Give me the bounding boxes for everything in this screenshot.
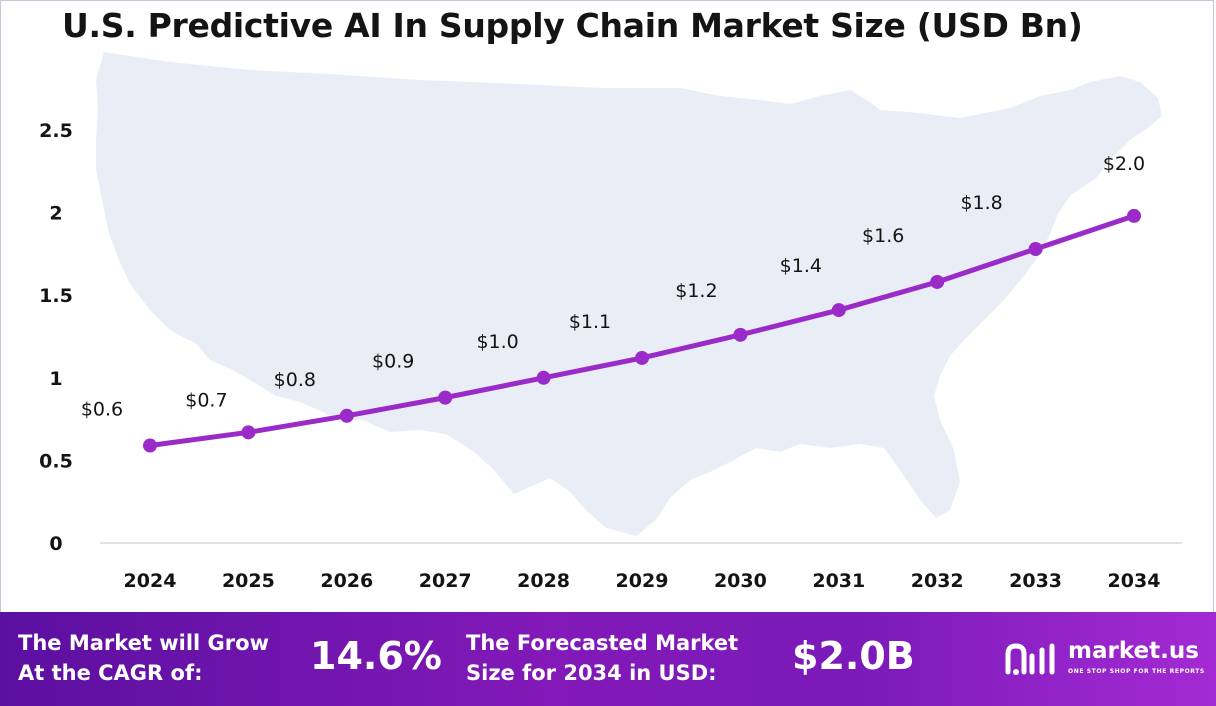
brand-name: market.us [1068,638,1199,664]
data-point [339,408,354,423]
cagr-value: 14.6% [310,634,442,678]
x-tick-label: 2029 [616,570,669,592]
x-tick-label: 2033 [1009,570,1062,592]
data-point [241,425,256,440]
data-label: $2.0 [1103,153,1145,175]
data-label: $1.2 [675,280,717,302]
data-point [930,274,945,289]
data-point [536,370,551,385]
market-us-logo-icon [1005,643,1055,675]
y-tick-label: 2 [49,203,62,225]
data-label: $1.8 [960,192,1002,214]
data-label: $1.6 [862,225,904,247]
x-tick-label: 2025 [222,570,275,592]
data-label: $1.4 [780,255,822,277]
data-point [1028,241,1043,256]
data-point [143,438,157,453]
data-point [733,327,748,342]
data-point [438,390,453,405]
data-point [831,303,846,318]
y-tick-label: 0.5 [39,450,73,472]
usa-map-background [96,52,1162,536]
x-tick-label: 2024 [124,570,177,592]
y-tick-label: 0 [49,533,62,555]
x-tick-label: 2026 [320,570,373,592]
brand-tagline: ONE STOP SHOP FOR THE REPORTS [1068,668,1205,675]
line-chart: 0 0.5 1 1.5 2 2.5 2024 2025 2026 2027 2028 2029 203… [39,52,1182,592]
data-label: $1.0 [476,331,518,353]
y-tick-label: 2.5 [39,120,73,142]
x-tick-label: 2031 [812,570,865,592]
cagr-label: The Market will Grow At the CAGR of: [18,631,269,685]
x-tick-label: 2027 [419,570,472,592]
y-tick-label: 1.5 [39,285,73,307]
summary-banner: The Market will Grow At the CAGR of: 14.… [0,612,1216,706]
x-tick-label: 2030 [714,570,767,592]
data-point [635,350,649,365]
data-label: $0.8 [274,369,316,391]
x-tick-label: 2032 [911,570,964,592]
x-tick-label: 2034 [1108,570,1161,592]
data-label: $1.1 [569,311,611,333]
y-tick-label: 1 [49,368,62,390]
chart-title: U.S. Predictive AI In Supply Chain Marke… [62,6,1083,45]
data-point [1127,208,1141,223]
forecast-label: The Forecasted Market Size for 2034 in U… [466,631,739,685]
data-label: $0.9 [372,351,414,373]
x-tick-label: 2028 [517,570,570,592]
data-label: $0.6 [81,399,123,421]
data-label: $0.7 [185,389,227,411]
forecast-value: $2.0B [792,634,915,678]
